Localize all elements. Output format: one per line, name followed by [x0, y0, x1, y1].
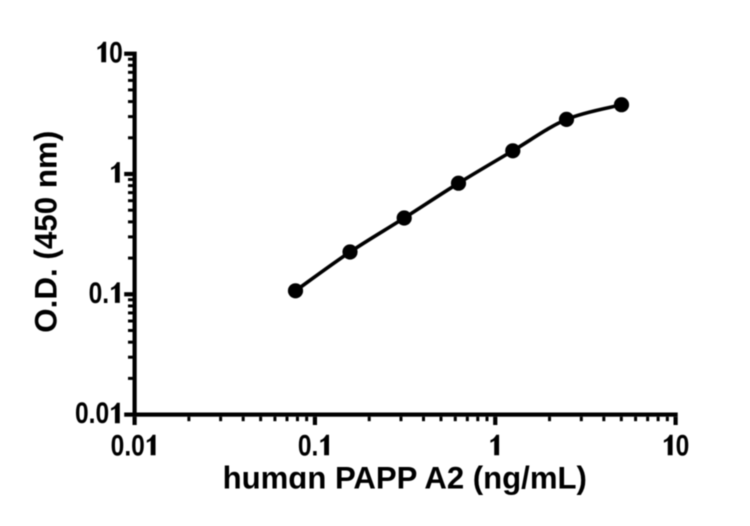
svg-text:humɑn PAPP A2 (nɡ/mL): humɑn PAPP A2 (nɡ/mL): [223, 461, 587, 496]
svg-text:0: 0: [298, 428, 312, 462]
svg-text:.: .: [102, 276, 109, 310]
svg-text:0: 0: [131, 428, 145, 462]
svg-text:O.D. (450 nm): O.D. (450 nm): [28, 131, 63, 333]
svg-text:0: 0: [111, 428, 125, 462]
svg-text:.: .: [312, 428, 319, 462]
svg-text:0: 0: [109, 35, 123, 69]
svg-text:0: 0: [75, 396, 89, 430]
svg-text:0: 0: [676, 428, 690, 462]
svg-text:0: 0: [95, 396, 109, 430]
svg-text:.: .: [124, 428, 131, 462]
svg-text:.: .: [89, 396, 96, 430]
svg-text:0: 0: [89, 276, 103, 310]
